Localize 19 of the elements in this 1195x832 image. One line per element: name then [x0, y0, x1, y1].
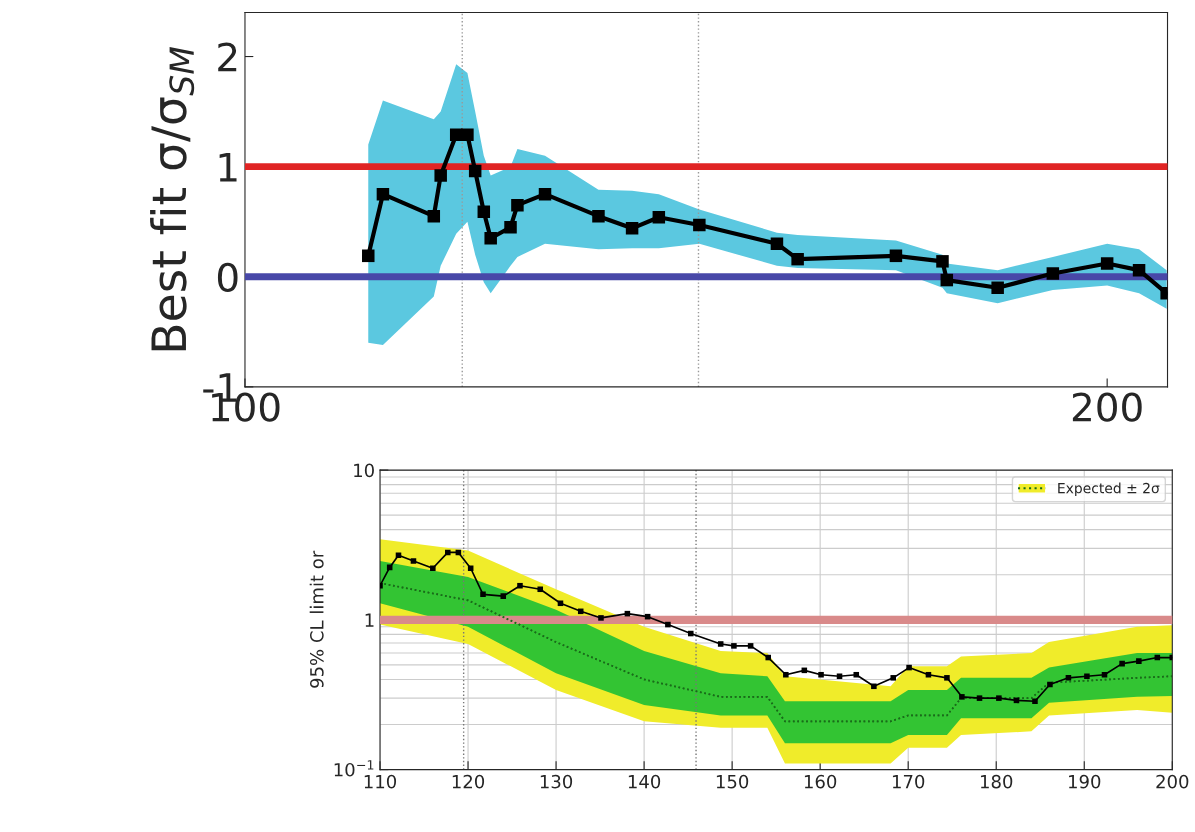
x-tick-label: 180 — [980, 774, 1013, 789]
legend-label: Expected ± 2σ — [1058, 482, 1160, 497]
x-tick-label: 120 — [452, 774, 485, 789]
x-tick-label: 200 — [1072, 392, 1142, 422]
x-tick-label: 190 — [1069, 774, 1101, 789]
x-tick-label: 170 — [892, 774, 925, 789]
y-axis-title: 95% CL limit or — [309, 550, 324, 688]
y-tick-label: 2 — [218, 42, 237, 72]
x-tick-label: 200 — [1156, 774, 1189, 789]
x-tick-label: 160 — [804, 774, 837, 789]
y-tick-label: 1 — [219, 153, 237, 182]
y-tick-label: 0 — [217, 262, 238, 293]
x-tick-label: 150 — [716, 774, 749, 789]
y-tick-label: 10 — [354, 463, 374, 478]
y-tick-label: 1 — [365, 613, 374, 627]
x-tick-label: 130 — [540, 774, 573, 789]
y-axis-title: Best fit σ/σ$_{SM}$ — [150, 47, 195, 351]
x-tick-label: 140 — [628, 774, 661, 789]
x-tick-label: 110 — [364, 774, 397, 789]
